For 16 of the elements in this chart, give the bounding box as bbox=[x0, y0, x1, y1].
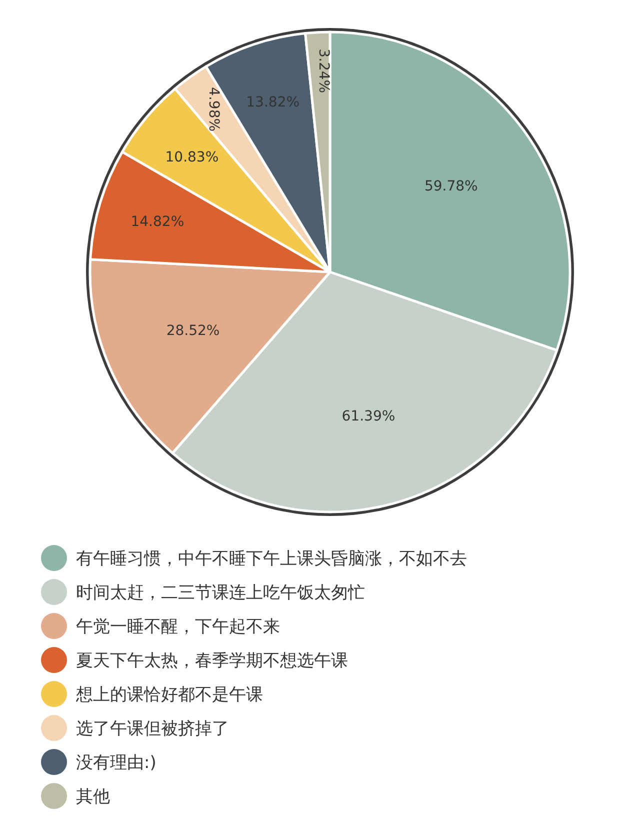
legend-label: 想上的课恰好都不是午课 bbox=[75, 685, 263, 705]
data-label: 4.98% bbox=[206, 87, 222, 132]
data-label: 59.78% bbox=[424, 178, 478, 195]
data-label: 61.39% bbox=[342, 408, 396, 425]
legend-label: 时间太赶，二三节课连上吃午饭太匆忙 bbox=[76, 583, 365, 603]
legend-label: 没有理由:) bbox=[76, 753, 156, 773]
data-label: 3.24% bbox=[315, 48, 332, 94]
legend-label: 其他 bbox=[76, 787, 110, 807]
legend-label: 选了午课但被挤掉了 bbox=[76, 719, 229, 739]
data-label: 13.82% bbox=[246, 94, 300, 110]
data-label: 10.83% bbox=[165, 149, 219, 166]
legend-label: 午觉一睡不醒，下午起不来 bbox=[76, 617, 280, 637]
data-label: 14.82% bbox=[130, 214, 184, 230]
legend-label: 有午睡习惯，中午不睡下午上课头昏脑涨，不如不去 bbox=[76, 549, 467, 569]
legend-label: 夏天下午太热，春季学期不想选午课 bbox=[76, 651, 348, 671]
data-label: 28.52% bbox=[166, 323, 220, 340]
